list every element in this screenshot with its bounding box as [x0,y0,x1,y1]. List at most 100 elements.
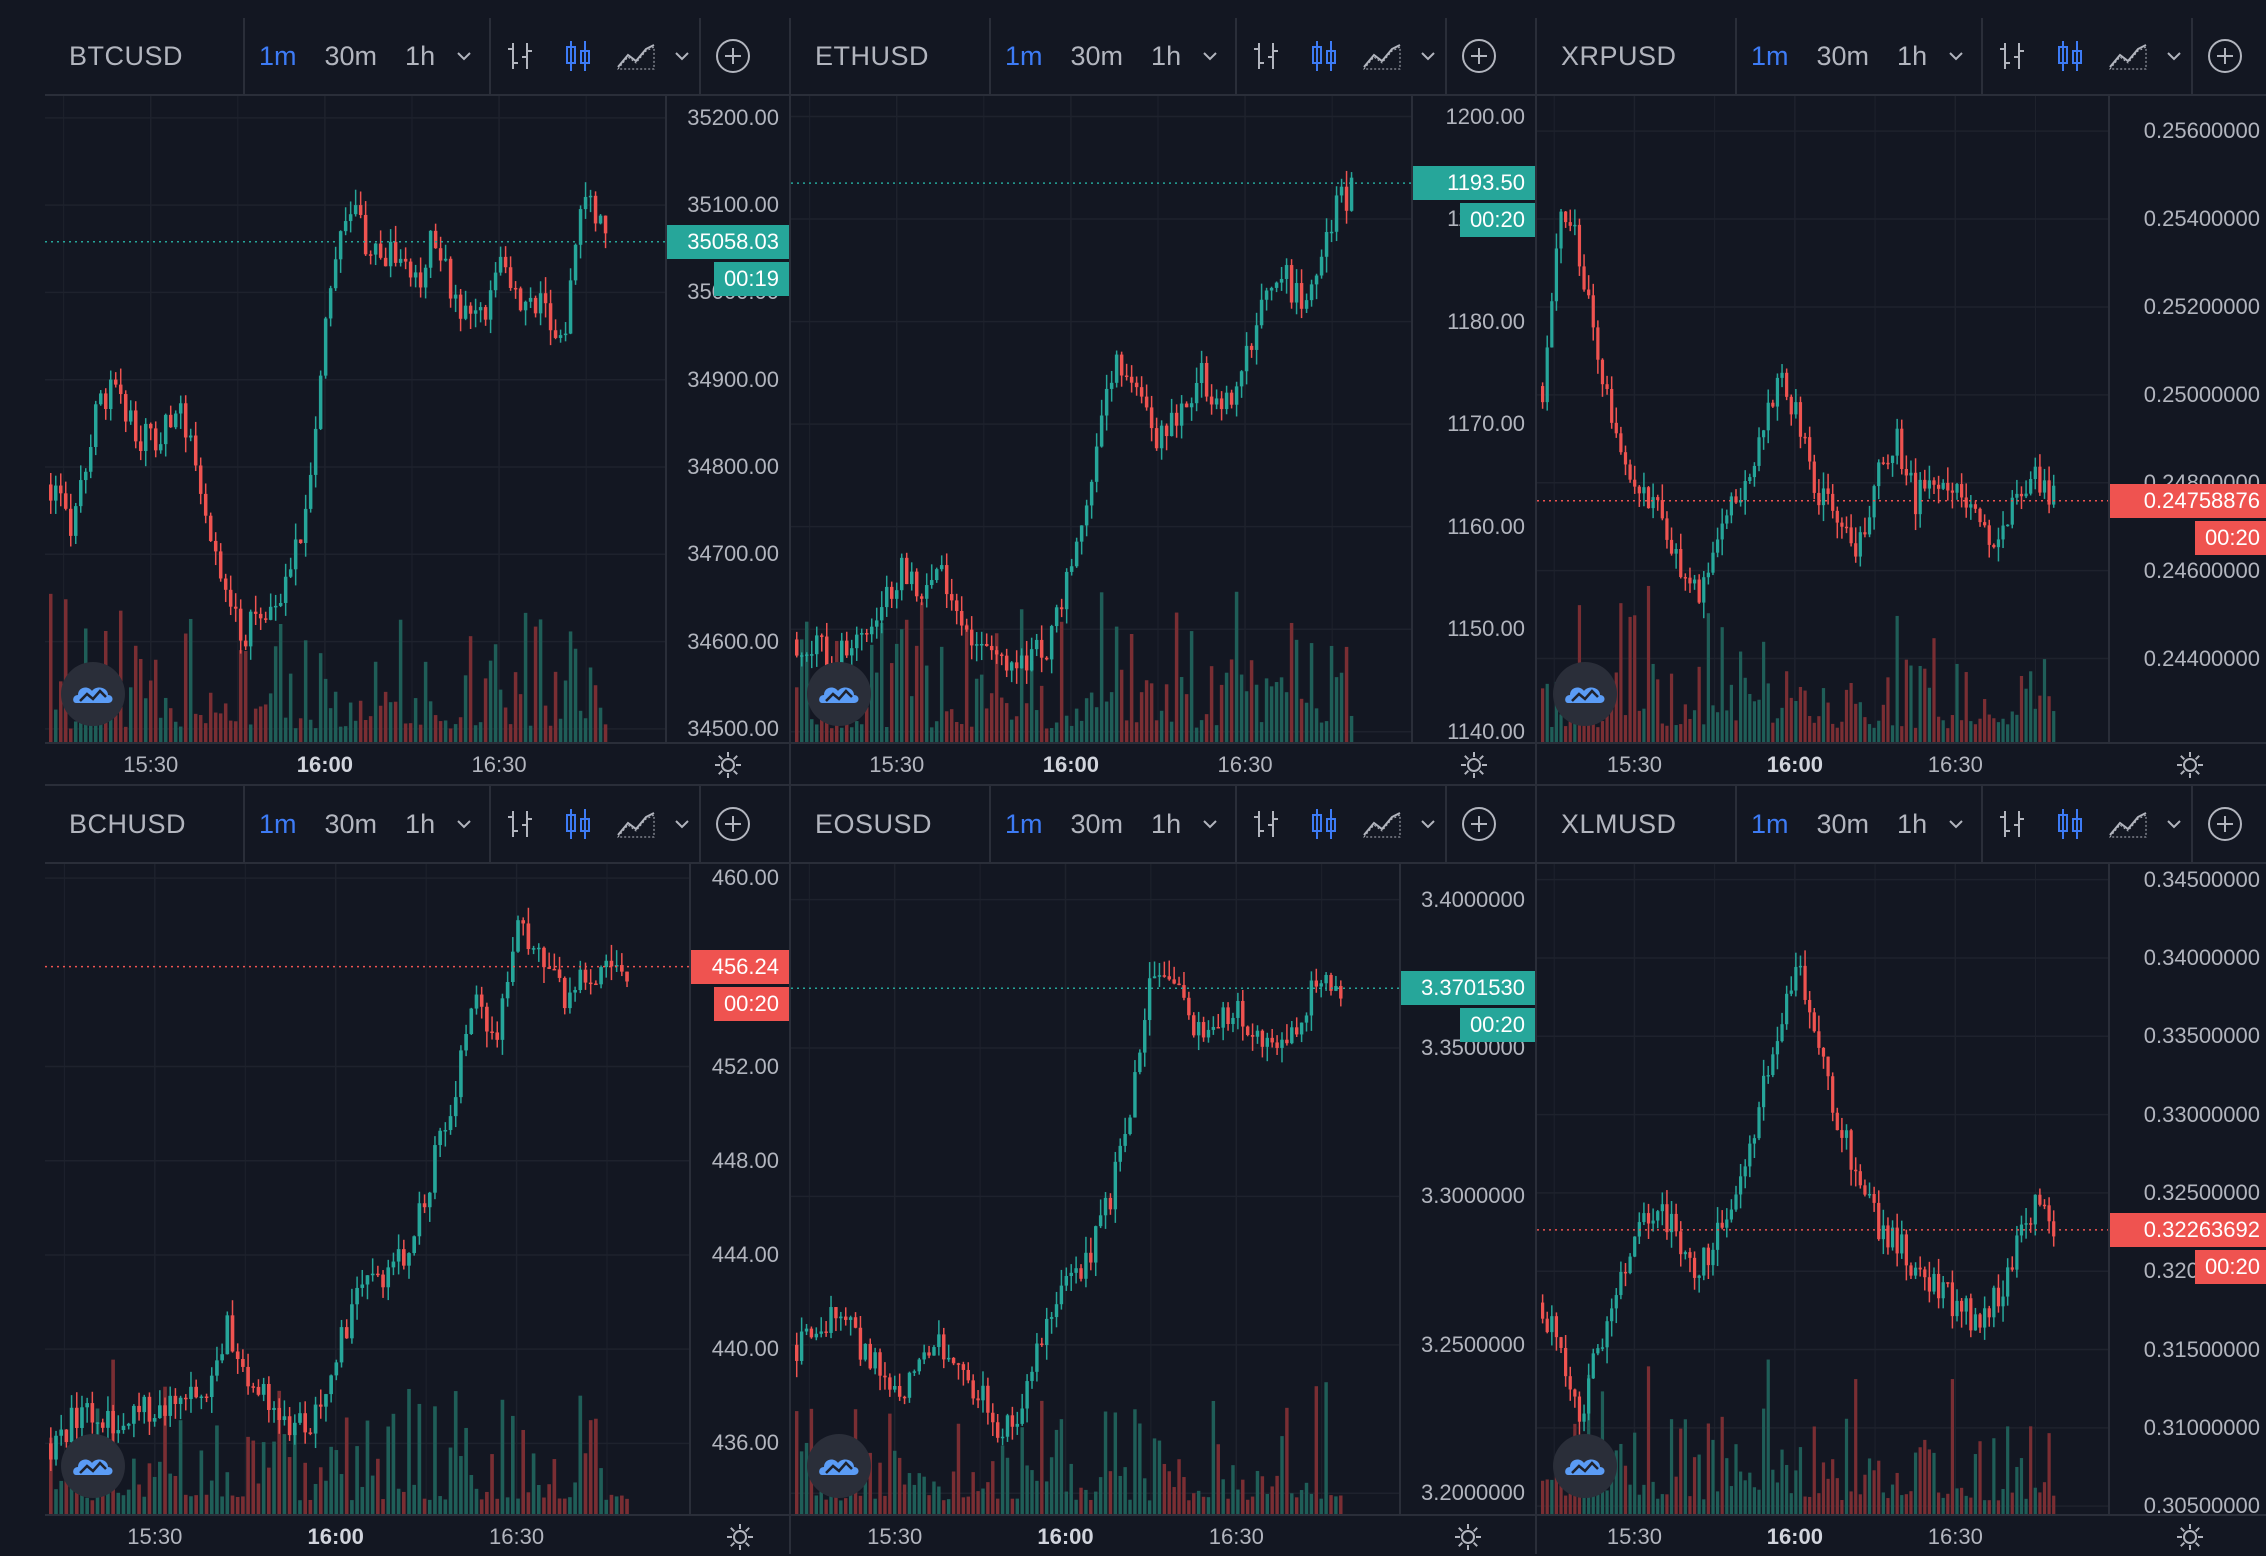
chart-pane-xlmusd[interactable]: XLMUSD 1m 30m 1h 0.34500000 0.34000000 0.33500… [1537,786,2266,1556]
price-chart[interactable] [45,96,667,742]
price-chart[interactable] [45,864,691,1514]
price-chart[interactable] [1537,864,2110,1514]
volume-bar [1734,720,1738,742]
bar-style-icon[interactable] [1983,18,2041,94]
timeframe-1m-button[interactable]: 1m [1005,41,1043,71]
timeframe-1h-button[interactable]: 1h [405,809,436,839]
price-chart[interactable] [791,96,1413,742]
area-style-icon[interactable] [1353,18,1411,94]
candle-style-icon[interactable] [1295,18,1353,94]
settings-gear-icon[interactable] [713,750,743,780]
volume-bar [1808,716,1812,742]
settings-gear-icon[interactable] [725,1522,755,1552]
timeframe-1h-button[interactable]: 1h [1897,809,1928,839]
timeframe-30m-button[interactable]: 30m [1070,809,1124,839]
chart-style-dropdown-icon[interactable] [1411,18,1448,94]
time-axis[interactable]: 15:30 16:00 16:30 [1537,1514,2266,1556]
timeframe-30m-button[interactable]: 30m [324,809,378,839]
candle [1757,1101,1761,1141]
chart-style-dropdown-icon[interactable] [665,786,702,862]
candle [2019,486,2024,510]
price-axis[interactable]: 0.34500000 0.34000000 0.33500000 0.33000000… [2108,864,2266,1518]
timeframe-30m-button[interactable]: 30m [1816,41,1870,71]
symbol-label[interactable]: BCHUSD [45,786,245,862]
area-style-icon[interactable] [607,786,665,862]
price-axis[interactable]: 1200.001190.001180.001170.001160.001150.… [1411,96,1535,744]
time-axis[interactable]: 15:30 16:00 16:30 [45,742,789,784]
app-logo-icon[interactable] [61,1434,125,1498]
timeframe-dropdown-icon[interactable] [1195,786,1238,862]
settings-gear-icon[interactable] [1453,1522,1483,1552]
price-axis[interactable]: 3.4000000 3.3500000 3.3000000 3.2500000 3.20… [1399,864,1535,1514]
timeframe-dropdown-icon[interactable] [1941,786,1984,862]
chart-pane-xrpusd[interactable]: XRPUSD 1m 30m 1h 0.25600000 0.25400000 0.25200… [1537,18,2266,784]
timeframe-1m-button[interactable]: 1m [259,809,297,839]
candle-style-icon[interactable] [549,18,607,94]
add-chart-icon[interactable] [701,786,765,862]
bar-style-icon[interactable] [491,18,549,94]
app-logo-icon[interactable] [1553,1434,1617,1498]
symbol-label[interactable]: XLMUSD [1537,786,1737,862]
time-axis[interactable]: 15:30 16:00 16:30 [791,742,1535,784]
area-style-icon[interactable] [607,18,665,94]
bar-style-icon[interactable] [491,786,549,862]
chart-style-dropdown-icon[interactable] [665,18,702,94]
chart-pane-ethusd[interactable]: ETHUSD 1m 30m 1h 1200.001190.001180.001170.0… [791,18,1535,784]
timeframe-1h-button[interactable]: 1h [1151,809,1182,839]
timeframe-30m-button[interactable]: 30m [324,41,378,71]
symbol-label[interactable]: EOSUSD [791,786,991,862]
timeframe-1m-button[interactable]: 1m [1005,809,1043,839]
chart-pane-eosusd[interactable]: EOSUSD 1m 30m 1h 3.4000000 3.3500000 3.3000000… [791,786,1535,1556]
timeframe-1h-button[interactable]: 1h [1897,41,1928,71]
add-chart-icon[interactable] [701,18,765,94]
app-logo-icon[interactable] [807,1434,871,1498]
settings-gear-icon[interactable] [1459,750,1489,780]
chart-style-dropdown-icon[interactable] [1411,786,1448,862]
timeframe-1h-button[interactable]: 1h [405,41,436,71]
chart-style-dropdown-icon[interactable] [2157,18,2194,94]
price-chart[interactable] [1537,96,2110,742]
chart-style-dropdown-icon[interactable] [2157,786,2194,862]
area-style-icon[interactable] [2099,786,2157,862]
price-chart[interactable] [791,864,1401,1514]
app-logo-icon[interactable] [61,662,125,726]
settings-gear-icon[interactable] [2175,1522,2205,1552]
timeframe-dropdown-icon[interactable] [449,18,492,94]
symbol-label[interactable]: BTCUSD [45,18,245,94]
symbol-label[interactable]: XRPUSD [1537,18,1737,94]
bar-style-icon[interactable] [1983,786,2041,862]
app-logo-icon[interactable] [1553,662,1617,726]
bar-style-icon[interactable] [1237,786,1295,862]
timeframe-1m-button[interactable]: 1m [1751,41,1789,71]
time-axis[interactable]: 15:30 16:00 16:30 [791,1514,1535,1556]
candle-style-icon[interactable] [549,786,607,862]
timeframe-dropdown-icon[interactable] [449,786,492,862]
price-axis[interactable]: 35200.0035100.0035000.0034900.0034800.00… [665,96,789,742]
timeframe-1h-button[interactable]: 1h [1151,41,1182,71]
symbol-label[interactable]: ETHUSD [791,18,991,94]
add-chart-icon[interactable] [2193,18,2257,94]
timeframe-1m-button[interactable]: 1m [1751,809,1789,839]
area-style-icon[interactable] [1353,786,1411,862]
price-axis[interactable]: 0.25600000 0.25400000 0.25200000 0.25000000… [2108,96,2266,742]
candle-style-icon[interactable] [1295,786,1353,862]
timeframe-30m-button[interactable]: 30m [1816,809,1870,839]
area-style-icon[interactable] [2099,18,2157,94]
add-chart-icon[interactable] [1447,786,1511,862]
chart-pane-bchusd[interactable]: BCHUSD 1m 30m 1h 460.00 452.00 448.00 444.00 440… [45,786,789,1556]
timeframe-dropdown-icon[interactable] [1195,18,1238,94]
add-chart-icon[interactable] [2193,786,2257,862]
timeframe-30m-button[interactable]: 30m [1070,41,1124,71]
timeframe-dropdown-icon[interactable] [1941,18,1984,94]
time-axis[interactable]: 15:30 16:00 16:30 [45,1514,789,1556]
settings-gear-icon[interactable] [2175,750,2205,780]
app-logo-icon[interactable] [807,662,871,726]
timeframe-1m-button[interactable]: 1m [259,41,297,71]
candle-style-icon[interactable] [2041,18,2099,94]
bar-style-icon[interactable] [1237,18,1295,94]
price-axis[interactable]: 460.00 452.00 448.00 444.00 440.00 436.00 456.… [689,864,789,1514]
candle-style-icon[interactable] [2041,786,2099,862]
add-chart-icon[interactable] [1447,18,1511,94]
time-axis[interactable]: 15:30 16:00 16:30 [1537,742,2266,784]
chart-pane-btcusd[interactable]: BTCUSD 1m 30m 1h 35200.0035100.0035000.00349… [45,18,789,784]
